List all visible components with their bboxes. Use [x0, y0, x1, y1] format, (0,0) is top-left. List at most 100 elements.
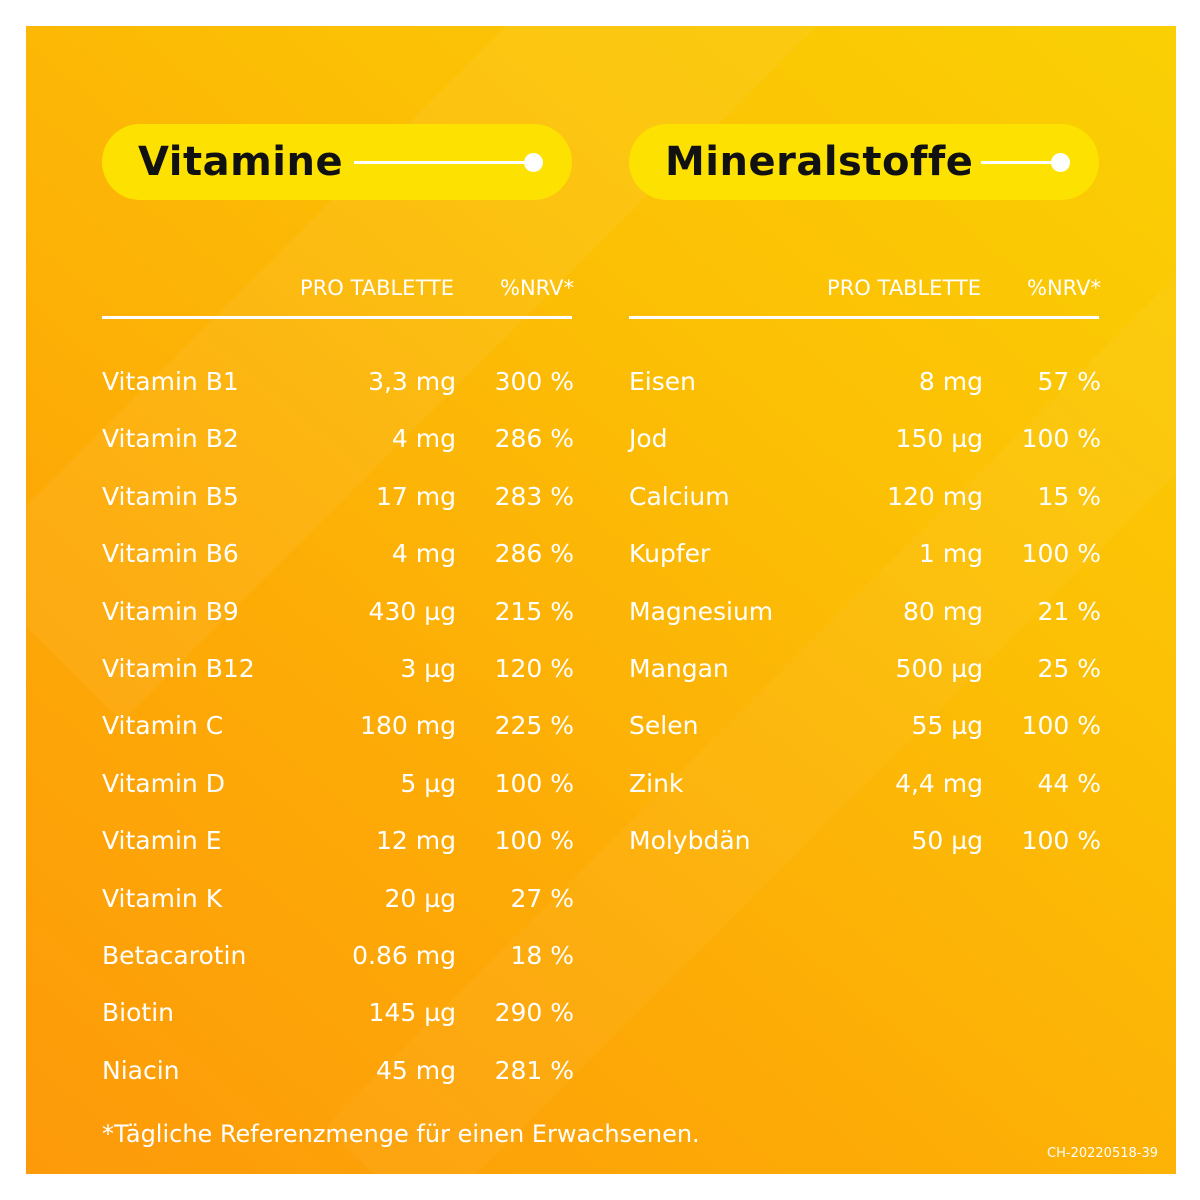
table-row: Selen 55 µg 100 % [629, 706, 1101, 746]
table-row: Vitamin E 12 mg 100 % [102, 821, 574, 861]
amount-per-tablet: 12 mg [376, 826, 456, 856]
nutrient-name: Vitamin B2 [102, 424, 239, 454]
table-row: Vitamin K 20 µg 27 % [102, 879, 574, 919]
table-row: Vitamin B1 3,3 mg 300 % [102, 362, 574, 402]
table-row: Molybdän 50 µg 100 % [629, 821, 1101, 861]
nutrient-name: Vitamin B12 [102, 654, 255, 683]
table-row: Magnesium 80 mg 21 % [629, 592, 1101, 632]
nutrient-name: Vitamin D [102, 768, 225, 798]
table-row: Zink 4,4 mg 44 % [629, 764, 1101, 804]
amount-per-tablet: 20 µg [384, 883, 456, 913]
nutrient-name: Jod [629, 424, 668, 454]
nutrient-name: Vitamin K [102, 883, 223, 913]
nutrition-panel: Vitamine PRO TABLETTE %NRV* Vitamin B1 3,… [26, 26, 1176, 1174]
document-code: CH-20220518-39 [1047, 1146, 1158, 1161]
table-row: Niacin 45 mg 281 % [102, 1051, 574, 1091]
amount-per-tablet: 55 µg [911, 711, 983, 741]
nrv-percent: 215 % [494, 596, 574, 626]
table-row: Mangan 500 µg 25 % [629, 649, 1101, 689]
amount-per-tablet: 5 µg [400, 768, 456, 798]
nutrient-name: Magnesium [629, 596, 774, 626]
table-row: Jod 150 µg 100 % [629, 419, 1101, 459]
amount-per-tablet: 3 µg [400, 654, 456, 683]
nrv-percent: 225 % [494, 711, 574, 741]
header-divider [102, 316, 572, 319]
amount-per-tablet: 500 µg [895, 654, 983, 683]
amount-per-tablet: 180 mg [360, 711, 456, 741]
nutrient-name: Vitamin B6 [102, 539, 239, 569]
vitamine-section: Vitamine PRO TABLETTE %NRV* Vitamin B1 3,… [102, 26, 574, 1174]
title-line [354, 161, 524, 164]
vitamine-title: Vitamine [138, 139, 344, 185]
nrv-percent: 283 % [494, 481, 574, 511]
amount-per-tablet: 80 mg [903, 596, 983, 626]
table-row: Vitamin B6 4 mg 286 % [102, 534, 574, 574]
amount-per-tablet: 430 µg [368, 596, 456, 626]
mineralstoffe-title: Mineralstoffe [665, 139, 974, 185]
nutrient-name: Calcium [629, 481, 730, 511]
amount-per-tablet: 45 mg [376, 1055, 456, 1085]
table-row: Vitamin B12 3 µg 120 % [102, 649, 574, 689]
nrv-percent: 281 % [494, 1055, 574, 1085]
column-header-amount: PRO TABLETTE [300, 276, 454, 300]
title-dot-icon [1051, 153, 1070, 172]
table-row: Vitamin B2 4 mg 286 % [102, 419, 574, 459]
nrv-percent: 100 % [1021, 539, 1101, 569]
amount-per-tablet: 150 µg [895, 424, 983, 454]
nutrient-name: Eisen [629, 367, 696, 396]
nutrient-name: Kupfer [629, 539, 711, 569]
nutrient-name: Biotin [102, 998, 174, 1028]
amount-per-tablet: 4,4 mg [895, 768, 983, 798]
amount-per-tablet: 4 mg [391, 424, 456, 454]
nrv-percent: 25 % [1037, 654, 1101, 683]
nrv-percent: 100 % [494, 826, 574, 856]
header-divider [629, 316, 1099, 319]
nrv-percent: 18 % [510, 941, 574, 970]
nutrient-name: Vitamin B1 [102, 367, 239, 396]
table-row: Eisen 8 mg 57 % [629, 362, 1101, 402]
amount-per-tablet: 3,3 mg [368, 367, 456, 396]
nutrient-name: Vitamin C [102, 711, 224, 741]
amount-per-tablet: 17 mg [376, 481, 456, 511]
nutrient-name: Betacarotin [102, 941, 247, 970]
nrv-percent: 27 % [510, 883, 574, 913]
amount-per-tablet: 145 µg [368, 998, 456, 1028]
nutrient-name: Mangan [629, 654, 729, 683]
footnote: *Tägliche Referenzmenge für einen Erwach… [102, 1120, 700, 1148]
amount-per-tablet: 8 mg [918, 367, 983, 396]
amount-per-tablet: 120 mg [887, 481, 983, 511]
mineralstoffe-section: Mineralstoffe PRO TABLETTE %NRV* Eisen 8 … [629, 26, 1101, 1174]
nrv-percent: 300 % [494, 367, 574, 396]
nrv-percent: 57 % [1037, 367, 1101, 396]
nrv-percent: 15 % [1037, 481, 1101, 511]
nrv-percent: 100 % [1021, 424, 1101, 454]
mineralstoffe-title-pill: Mineralstoffe [629, 124, 1099, 200]
amount-per-tablet: 1 mg [918, 539, 983, 569]
nutrient-name: Zink [629, 768, 684, 798]
nrv-percent: 100 % [1021, 711, 1101, 741]
column-header-nrv: %NRV* [500, 276, 574, 300]
column-header-amount: PRO TABLETTE [827, 276, 981, 300]
nutrient-name: Selen [629, 711, 699, 741]
table-row: Calcium 120 mg 15 % [629, 477, 1101, 517]
nutrient-name: Vitamin B5 [102, 481, 239, 511]
title-dot-icon [524, 153, 543, 172]
table-row: Vitamin B5 17 mg 283 % [102, 477, 574, 517]
nutrient-name: Molybdän [629, 826, 751, 856]
amount-per-tablet: 4 mg [391, 539, 456, 569]
nrv-percent: 120 % [494, 654, 574, 683]
nutrient-name: Vitamin B9 [102, 596, 239, 626]
nrv-percent: 100 % [494, 768, 574, 798]
nrv-percent: 21 % [1037, 596, 1101, 626]
column-header-nrv: %NRV* [1027, 276, 1101, 300]
title-line [981, 161, 1051, 164]
table-row: Kupfer 1 mg 100 % [629, 534, 1101, 574]
table-row: Vitamin D 5 µg 100 % [102, 764, 574, 804]
nutrient-name: Niacin [102, 1055, 180, 1085]
nrv-percent: 286 % [494, 424, 574, 454]
nrv-percent: 100 % [1021, 826, 1101, 856]
nrv-percent: 44 % [1037, 768, 1101, 798]
nrv-percent: 286 % [494, 539, 574, 569]
nrv-percent: 290 % [494, 998, 574, 1028]
amount-per-tablet: 0.86 mg [352, 941, 456, 970]
